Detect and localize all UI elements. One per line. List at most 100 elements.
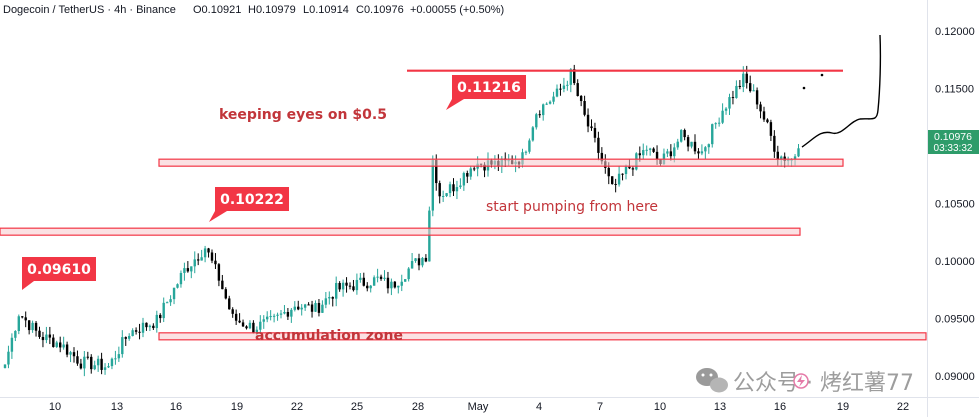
annotation-keeping-eyes: keeping eyes on $0.5 — [219, 107, 387, 123]
candle — [531, 125, 535, 142]
candle — [69, 350, 72, 363]
candle — [17, 314, 20, 335]
candle — [393, 280, 397, 289]
candle — [193, 251, 196, 274]
candle — [559, 83, 562, 96]
candle — [459, 178, 462, 189]
candle — [283, 305, 286, 315]
price-label-0-11216: 0.11216 — [446, 75, 526, 110]
candle — [200, 249, 203, 261]
candle — [379, 274, 383, 281]
time-axis[interactable]: 10 13 16 19 22 25 28 May 4 7 10 13 16 19 22 — [49, 401, 909, 413]
candle — [686, 134, 690, 152]
candle — [293, 301, 296, 312]
candle — [372, 275, 376, 286]
candle — [352, 279, 355, 292]
label-box — [22, 257, 96, 281]
candle — [59, 336, 62, 353]
zones-group — [0, 69, 927, 341]
candle — [45, 326, 48, 344]
candle — [86, 351, 89, 360]
x-tick-label: May — [468, 401, 489, 413]
candle — [186, 261, 190, 273]
zone-band[interactable] — [158, 158, 844, 167]
lightning-icon — [793, 373, 809, 389]
label-pointer — [22, 281, 34, 290]
candle — [348, 282, 352, 290]
candle — [114, 350, 117, 365]
y-tick-label: 0.10500 — [935, 199, 975, 211]
candle — [759, 101, 762, 119]
candle — [266, 311, 269, 323]
candle — [14, 330, 17, 342]
candle — [152, 323, 155, 330]
candle — [697, 148, 700, 159]
candle — [631, 166, 635, 176]
candle — [238, 313, 241, 324]
candle — [65, 341, 69, 358]
candle — [24, 311, 27, 328]
price-label-0-09610: 0.09610 — [22, 257, 96, 290]
candle — [155, 310, 158, 333]
candle — [297, 300, 300, 311]
annotation-start-pumping: start pumping from here — [486, 199, 658, 215]
price-label-0-10222: 0.10222 — [209, 187, 289, 222]
candle — [145, 322, 148, 331]
candle — [41, 331, 45, 348]
candle — [724, 107, 728, 115]
candle — [328, 291, 331, 305]
annotation-accumulation-zone: accumulation zone — [255, 328, 403, 344]
candle — [162, 297, 165, 323]
x-tick-label: 22 — [291, 401, 303, 413]
zone-band[interactable] — [158, 332, 927, 341]
candle — [421, 256, 424, 268]
candle — [7, 345, 10, 369]
candle — [335, 276, 338, 307]
legend-low: L0.10914 — [303, 4, 349, 16]
candle — [690, 141, 693, 149]
y-tick-label: 0.09000 — [935, 371, 975, 383]
candle — [538, 110, 541, 118]
candle — [72, 347, 76, 363]
projection-dot — [802, 86, 806, 90]
candle — [217, 263, 221, 287]
candle — [103, 363, 107, 375]
candle — [555, 84, 559, 98]
candle — [407, 267, 410, 282]
candle — [314, 300, 317, 312]
candle — [241, 319, 245, 328]
label-pointer — [209, 211, 227, 222]
candle — [79, 358, 83, 370]
legend-symbol[interactable]: Dogecoin / TetherUS · 4h · Binance — [3, 4, 176, 16]
price-axis[interactable]: 0.120000.115000.110000.105000.100000.095… — [935, 26, 975, 383]
candle — [172, 287, 176, 305]
x-tick-label: 19 — [837, 401, 849, 413]
candle — [566, 80, 569, 91]
candle — [317, 299, 321, 317]
candle — [331, 296, 334, 307]
candle — [735, 80, 738, 99]
candle — [642, 143, 645, 160]
candle — [728, 93, 731, 116]
candle — [62, 336, 65, 350]
candle — [548, 100, 552, 105]
zone-band[interactable] — [0, 227, 801, 236]
projection-path — [801, 34, 882, 148]
candle — [569, 68, 572, 93]
candle — [338, 281, 341, 292]
price-tag-box — [928, 130, 979, 154]
candle — [252, 320, 255, 334]
candle — [573, 64, 576, 86]
candle — [55, 340, 58, 349]
candle — [583, 95, 586, 117]
candle — [590, 119, 593, 131]
candle — [417, 253, 421, 271]
candle — [110, 357, 114, 370]
plot-area[interactable] — [0, 0, 927, 397]
candle — [90, 354, 93, 374]
legend-change: +0.00055 (+0.50%) — [410, 4, 504, 16]
candle — [414, 258, 417, 263]
candle — [272, 313, 276, 323]
